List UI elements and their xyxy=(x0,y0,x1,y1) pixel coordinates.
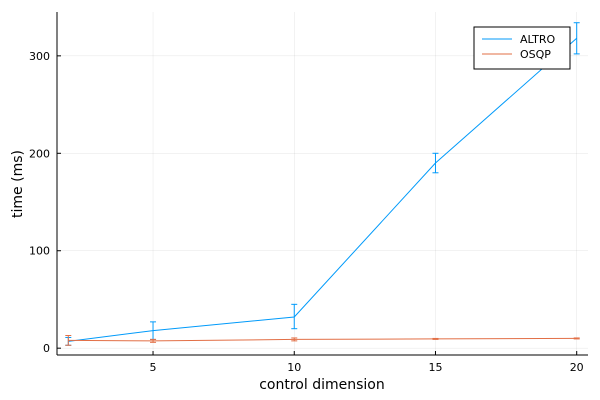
legend-label: ALTRO xyxy=(520,33,556,46)
x-tick-label: 20 xyxy=(570,361,584,374)
series-line xyxy=(68,337,577,342)
y-axis-label: time (ms) xyxy=(10,150,26,218)
series-osqp xyxy=(65,335,580,346)
y-tick-label: 0 xyxy=(43,342,50,355)
x-tick-label: 5 xyxy=(150,361,157,374)
grid-layer xyxy=(57,12,588,355)
series-altro xyxy=(65,22,580,346)
legend: ALTRO OSQP xyxy=(473,26,571,70)
legend-label: OSQP xyxy=(520,48,551,61)
legend-box xyxy=(473,26,571,70)
x-axis-label: control dimension xyxy=(259,377,385,393)
series-line xyxy=(68,37,578,342)
y-tick-label: 300 xyxy=(29,50,50,63)
x-tick-label: 15 xyxy=(428,361,442,374)
series-layer xyxy=(65,22,580,346)
y-tick-label: 100 xyxy=(29,245,50,258)
x-tick-label: 10 xyxy=(287,361,301,374)
y-tick-label: 200 xyxy=(29,147,50,160)
